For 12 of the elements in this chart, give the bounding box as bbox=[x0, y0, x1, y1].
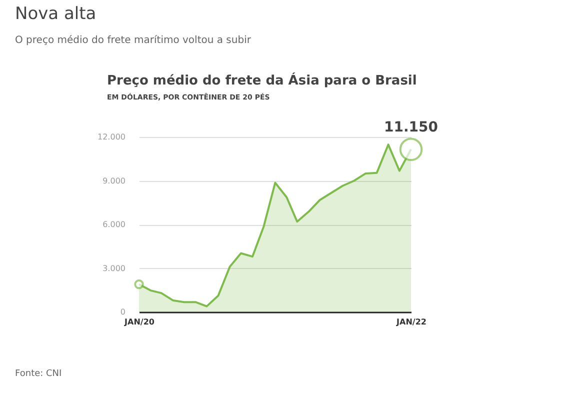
source-note: Fonte: CNI bbox=[15, 369, 62, 379]
y-tick-label: 3.000 bbox=[102, 264, 126, 273]
text: O preço médio do frete marítimo voltou a subir bbox=[15, 35, 251, 46]
y-tick-label: 0 bbox=[120, 308, 126, 316]
annotation: 11.150 bbox=[384, 119, 438, 136]
chart-title: Preço médio do frete da Ásia para o Brasil bbox=[107, 71, 417, 88]
x-tick-label: JAN/20 bbox=[124, 318, 155, 326]
text: Nova alta bbox=[15, 4, 96, 24]
x-tick-label: JAN/22 bbox=[396, 318, 426, 326]
y-tick-label: 6.000 bbox=[102, 220, 126, 229]
y-tick-label: 12.000 bbox=[98, 132, 126, 142]
y-tick-label: 9.000 bbox=[102, 176, 126, 186]
